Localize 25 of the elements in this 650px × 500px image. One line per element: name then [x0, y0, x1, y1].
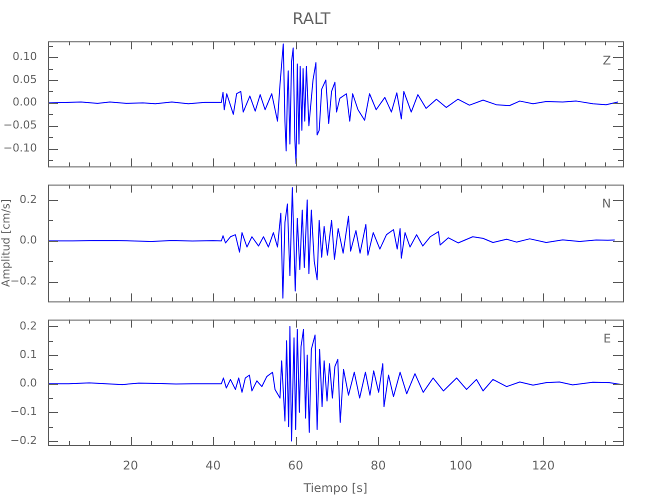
y-tick-label: 0.0 — [20, 376, 37, 390]
y-tick-label: −0.2 — [10, 274, 37, 288]
chart-title: RALT — [292, 8, 331, 28]
x-axis-title: Tiempo [s] — [302, 480, 368, 495]
y-tick-label: 0.2 — [20, 192, 37, 206]
annotation: N — [602, 196, 611, 211]
y-tick-label: 0.1 — [20, 348, 37, 361]
y-tick-label: 0.2 — [20, 319, 37, 332]
annotation: E — [603, 332, 611, 346]
y-tick-label: 0.00 — [12, 96, 37, 109]
annotation: Z — [602, 53, 611, 68]
x-tick-label: 60 — [288, 458, 304, 472]
y-tick-label: −0.2 — [10, 434, 37, 447]
y-tick-label: −0.05 — [3, 118, 37, 132]
x-tick-label: 100 — [449, 458, 472, 472]
y-tick-label: −0.10 — [3, 141, 37, 154]
x-tick-label: 80 — [370, 458, 386, 472]
x-tick-label: 40 — [205, 458, 221, 472]
y-tick-label: 0.10 — [12, 50, 37, 64]
x-tick-label: 120 — [532, 458, 555, 472]
x-tick-label: 20 — [122, 458, 138, 472]
y-tick-label: −0.1 — [10, 405, 37, 418]
y-tick-label: 0.0 — [20, 234, 37, 247]
y-axis-title: Amplitud [cm/s] — [0, 199, 12, 287]
y-tick-label: 0.05 — [12, 72, 37, 86]
